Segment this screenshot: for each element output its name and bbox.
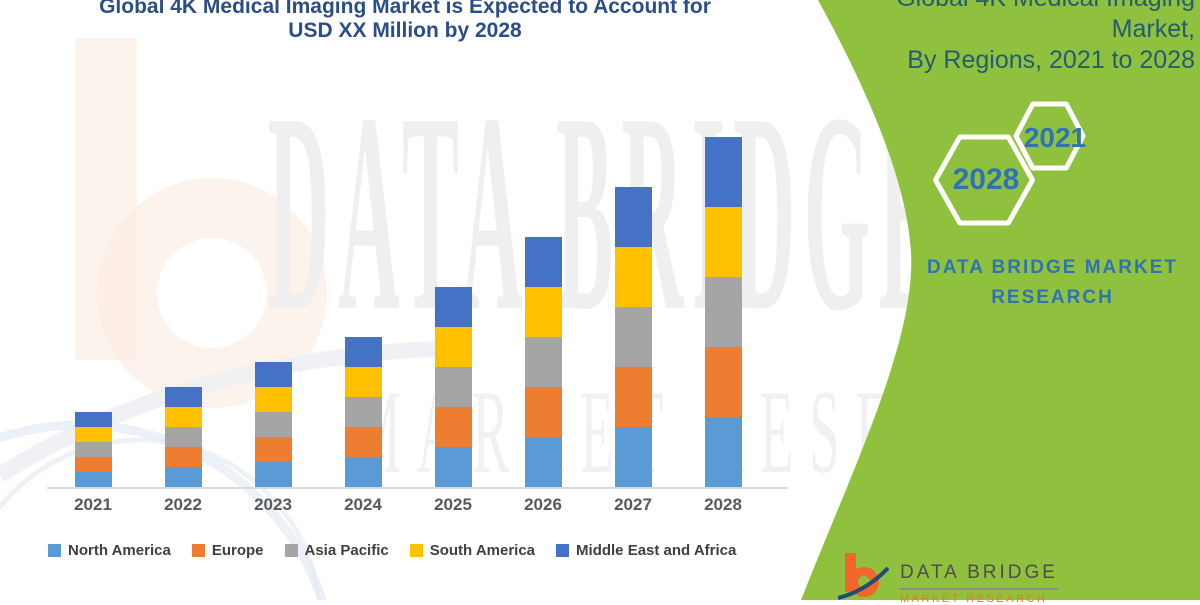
hexagon-2021-label: 2021 <box>1023 122 1087 153</box>
x-axis-label-2026: 2026 <box>524 495 562 514</box>
footer-text: DATA BRIDGE MARKET RESEARCH <box>900 562 1058 605</box>
bar-segment-middle-east-and-africa <box>704 137 742 207</box>
bar-segment-asia-pacific <box>524 337 562 387</box>
data-bridge-logo-icon <box>838 553 890 600</box>
side-panel-title-line2: By Regions, 2021 to 2028 <box>907 46 1195 74</box>
side-panel-title-line1: Global 4K Medical Imaging Market, <box>896 0 1195 43</box>
x-axis-label-2025: 2025 <box>434 495 472 514</box>
bar-segment-middle-east-and-africa <box>524 237 562 287</box>
bar-segment-europe <box>614 367 652 427</box>
legend-item-south-america: South America <box>409 542 536 559</box>
legend-swatch-icon <box>409 544 423 557</box>
footer-brand-name: DATA BRIDGE <box>900 562 1058 590</box>
legend-item-middle-east-and-africa: Middle East and Africa <box>556 542 736 559</box>
bar-segment-south-america <box>614 247 652 307</box>
bar-segment-europe <box>704 347 742 417</box>
brand-line1: DATA BRIDGE MARKET <box>927 257 1178 278</box>
brand-line2: RESEARCH <box>991 287 1114 308</box>
chart-title-line1: Global 4K Medical Imaging Market is Expe… <box>99 0 711 18</box>
bar-segment-north-america <box>524 437 562 487</box>
x-axis-label-2028: 2028 <box>704 495 742 514</box>
bar-segment-europe <box>524 387 562 437</box>
bar-segment-north-america <box>614 427 652 487</box>
legend-swatch-icon <box>556 544 570 557</box>
bar-segment-asia-pacific <box>704 277 742 347</box>
legend-label: Middle East and Africa <box>576 542 737 559</box>
x-axis-label-2027: 2027 <box>614 495 652 514</box>
chart-title: Global 4K Medical Imaging Market is Expe… <box>55 0 755 43</box>
side-panel-brand-text: DATA BRIDGE MARKET RESEARCH <box>900 253 1200 313</box>
bar-segment-north-america <box>704 417 742 487</box>
bar-segment-middle-east-and-africa <box>434 287 472 327</box>
bar-segment-south-america <box>524 287 562 337</box>
hexagon-2028-label: 2028 <box>952 163 1020 196</box>
chart-title-line2: USD XX Million by 2028 <box>288 19 522 42</box>
legend-label: South America <box>429 542 536 559</box>
bar-segment-asia-pacific <box>614 307 652 367</box>
bar-segment-middle-east-and-africa <box>614 187 652 247</box>
x-axis-label-2024: 2024 <box>344 495 382 514</box>
footer-brand-sub: MARKET RESEARCH <box>900 593 1048 605</box>
footer-logo: DATA BRIDGE MARKET RESEARCH <box>838 552 1058 605</box>
side-panel-title: Global 4K Medical Imaging Market, By Reg… <box>830 0 1195 76</box>
x-axis-line <box>47 487 788 489</box>
bar-segment-south-america <box>704 207 742 277</box>
